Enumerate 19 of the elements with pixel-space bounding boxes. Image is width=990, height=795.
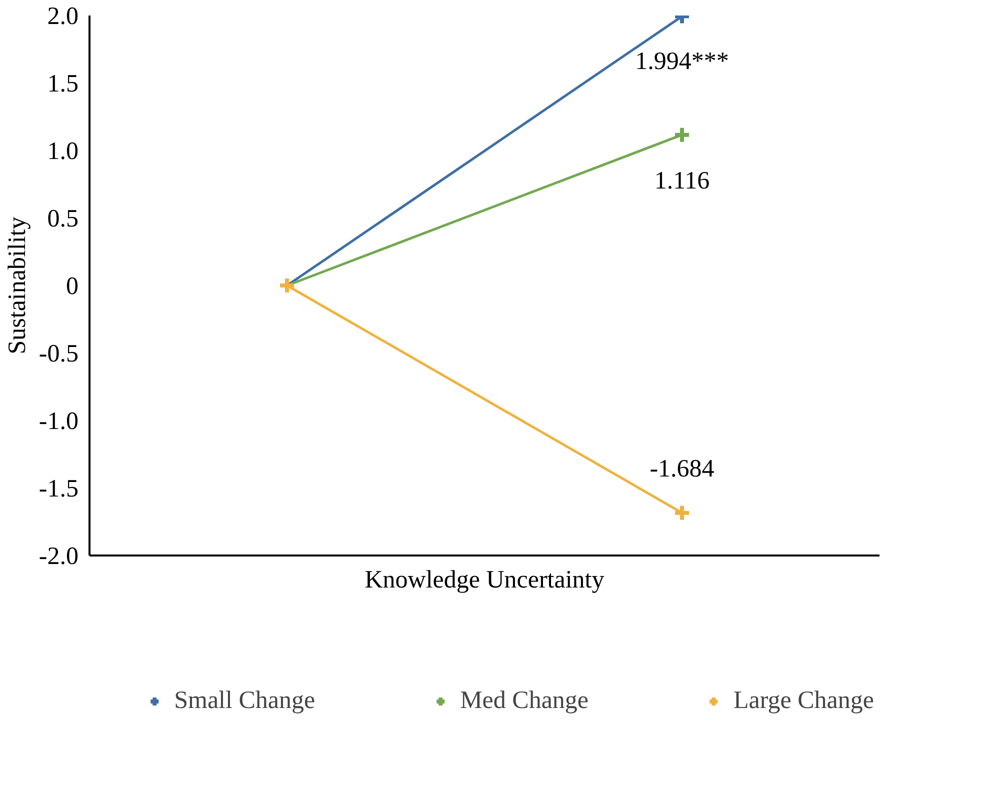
y-tick-label: -0.5 [38,340,79,368]
y-tick-label: -2.0 [38,543,79,570]
y-tick-label: 1.5 [47,70,78,98]
y-tick-label: 2.0 [47,3,78,30]
data-label: -1.684 [650,455,715,482]
point [673,504,691,522]
y-tick-label: -1.0 [38,408,79,435]
data-label: 1.994*** [635,48,729,75]
legend-label: Med Change [460,686,589,714]
legend-label: Small Change [174,686,316,714]
y-tick-label: 0 [66,273,78,300]
y-tick-label: -1.5 [38,476,79,502]
y-tick-label: 1.0 [47,138,78,165]
legend-label: Large Change [734,686,874,714]
x-axis-title: Knowledge Uncertainty [364,566,605,594]
y-tick-label: 0.5 [47,206,78,232]
y-axis-title: Sustainability [4,216,31,354]
data-label: 1.116 [654,167,710,194]
point [673,126,691,144]
